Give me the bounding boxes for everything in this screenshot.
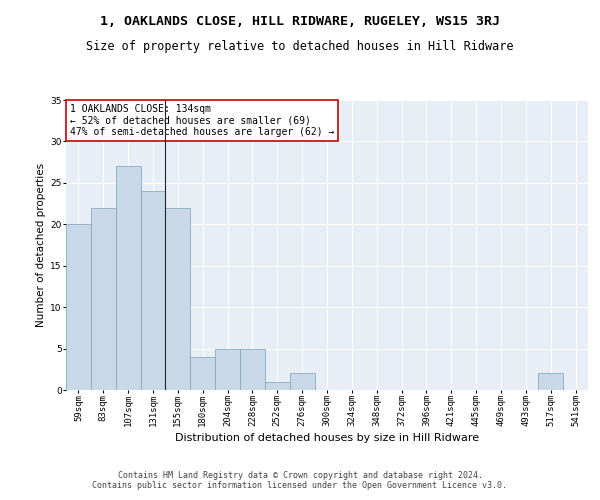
- Text: 1, OAKLANDS CLOSE, HILL RIDWARE, RUGELEY, WS15 3RJ: 1, OAKLANDS CLOSE, HILL RIDWARE, RUGELEY…: [100, 15, 500, 28]
- Bar: [166, 208, 190, 390]
- Bar: [140, 191, 166, 390]
- Text: 1 OAKLANDS CLOSE: 134sqm
← 52% of detached houses are smaller (69)
47% of semi-d: 1 OAKLANDS CLOSE: 134sqm ← 52% of detach…: [70, 104, 335, 138]
- Y-axis label: Number of detached properties: Number of detached properties: [36, 163, 46, 327]
- Bar: [290, 374, 314, 390]
- Text: Contains HM Land Registry data © Crown copyright and database right 2024.
Contai: Contains HM Land Registry data © Crown c…: [92, 470, 508, 490]
- Bar: [116, 166, 140, 390]
- Text: Size of property relative to detached houses in Hill Ridware: Size of property relative to detached ho…: [86, 40, 514, 53]
- Bar: [215, 348, 240, 390]
- Bar: [190, 357, 215, 390]
- X-axis label: Distribution of detached houses by size in Hill Ridware: Distribution of detached houses by size …: [175, 434, 479, 444]
- Bar: [91, 208, 116, 390]
- Bar: [240, 348, 265, 390]
- Bar: [538, 374, 563, 390]
- Bar: [66, 224, 91, 390]
- Bar: [265, 382, 290, 390]
